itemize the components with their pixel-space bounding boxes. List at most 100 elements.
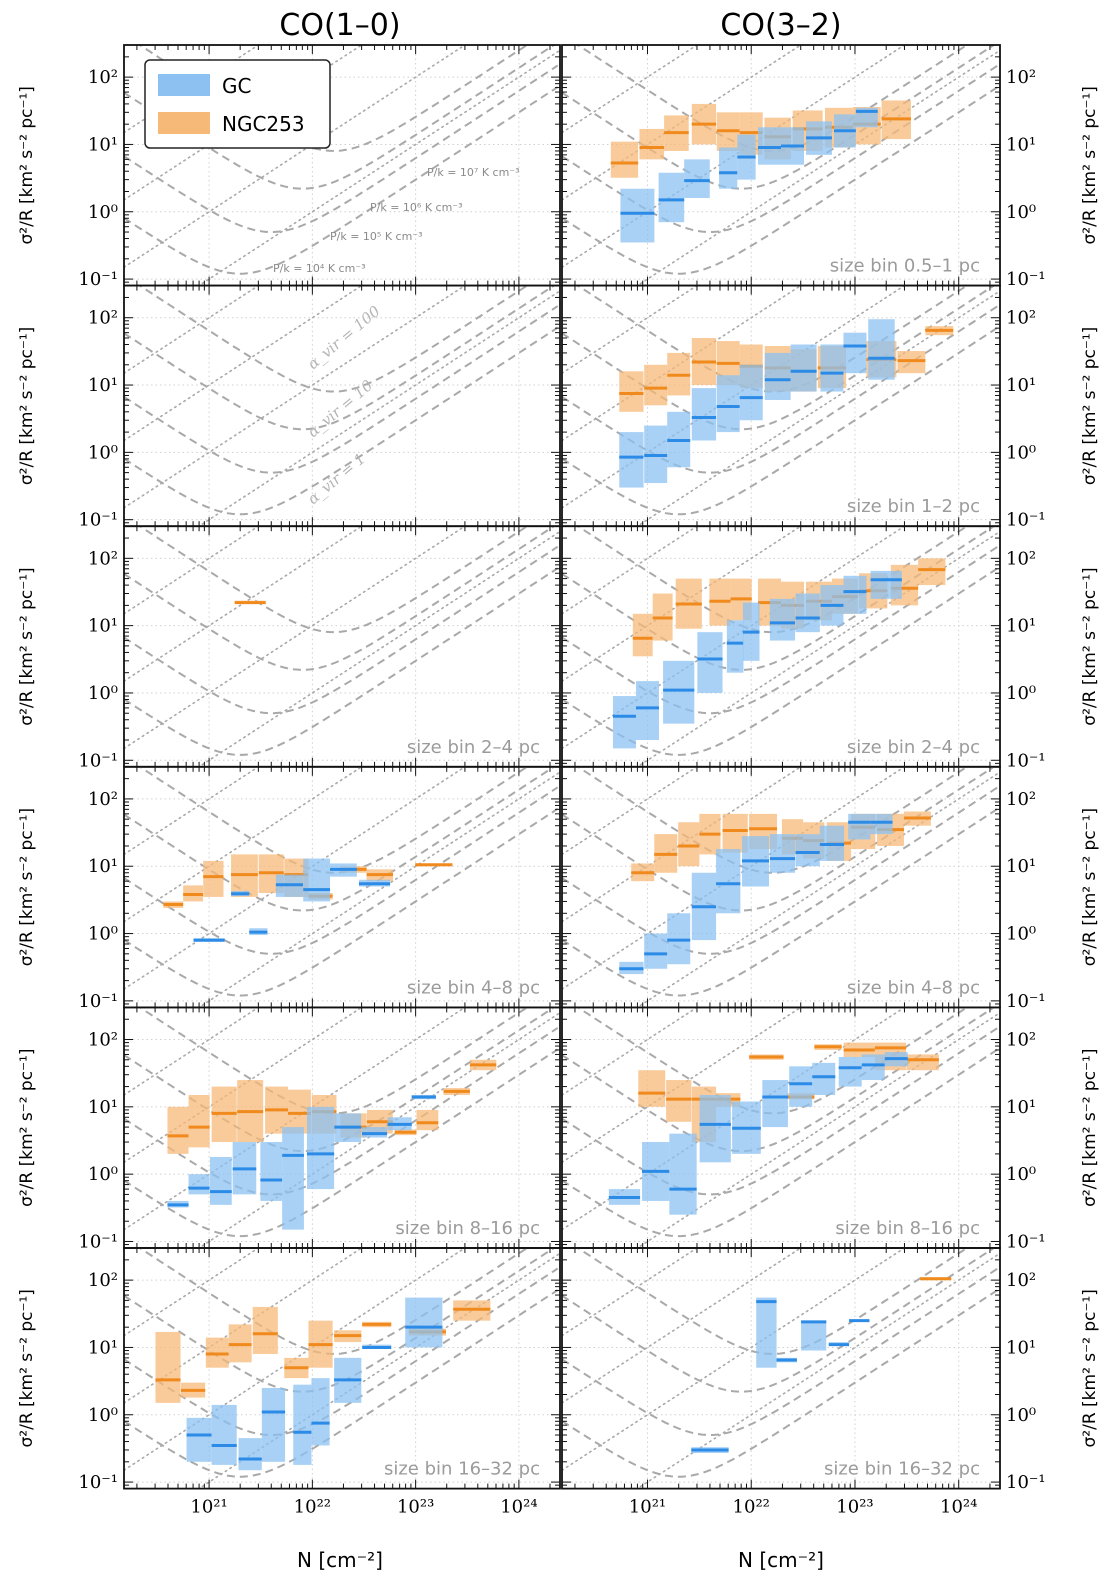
pressure-curve bbox=[137, 766, 529, 874]
y-axis-label: σ²/R [km² s⁻² pc⁻¹] bbox=[1080, 1048, 1100, 1206]
gc-range-box bbox=[209, 1156, 232, 1205]
y-axis-label: σ²/R [km² s⁻² pc⁻¹] bbox=[1080, 1289, 1100, 1447]
x-tick-label: 10²² bbox=[733, 1497, 770, 1518]
pressure-curve bbox=[124, 807, 559, 997]
size-bin-label: size bin 8–16 pc bbox=[835, 1218, 980, 1239]
ngc253-range-box bbox=[188, 1094, 210, 1148]
y-tick-label: 10² bbox=[88, 789, 118, 810]
y-axis-label: σ²/R [km² s⁻² pc⁻¹] bbox=[17, 327, 37, 485]
gc-range-box bbox=[620, 188, 655, 243]
virial-line bbox=[197, 530, 560, 767]
size-bin-label: size bin 8–16 pc bbox=[395, 1218, 540, 1239]
y-tick-label: 10⁻¹ bbox=[1006, 1472, 1046, 1493]
virial-line bbox=[197, 49, 560, 286]
gc-range-box bbox=[658, 172, 685, 223]
virial-line bbox=[124, 526, 467, 750]
pressure-curve bbox=[137, 285, 529, 393]
gc-range-box bbox=[644, 933, 668, 969]
x-tick-label: 10²² bbox=[294, 1497, 331, 1518]
pressure-curve bbox=[137, 45, 529, 152]
panel-r0-c1-plot-area bbox=[562, 45, 1000, 286]
pressure-curve bbox=[562, 1048, 999, 1238]
gc-range-box bbox=[612, 696, 636, 749]
y-tick-label: 10⁻¹ bbox=[78, 269, 118, 290]
y-tick-label: 10⁰ bbox=[1006, 924, 1036, 945]
gc-range-box bbox=[716, 375, 740, 433]
y-tick-label: 10² bbox=[1006, 1030, 1036, 1051]
gc-range-box bbox=[260, 1142, 283, 1201]
pressure-curve bbox=[137, 526, 529, 634]
gc-range-box bbox=[716, 849, 741, 914]
pressure-curve bbox=[137, 1007, 529, 1115]
x-tick-label: 10²³ bbox=[836, 1497, 873, 1518]
gc-range-box bbox=[719, 147, 738, 189]
y-axis-label: σ²/R [km² s⁻² pc⁻¹] bbox=[17, 567, 37, 725]
gc-range-box bbox=[789, 1066, 813, 1107]
y-tick-label: 10⁰ bbox=[88, 202, 118, 223]
gc-range-box bbox=[769, 598, 796, 641]
y-axis-label: σ²/R [km² s⁻² pc⁻¹] bbox=[17, 808, 37, 966]
gc-range-box bbox=[820, 344, 844, 392]
ngc253-range-box bbox=[632, 613, 653, 657]
pressure-curve bbox=[124, 567, 559, 756]
y-tick-label: 10⁻¹ bbox=[1006, 991, 1046, 1012]
ngc253-range-box bbox=[167, 1106, 189, 1154]
y-tick-label: 10⁰ bbox=[88, 442, 118, 463]
panel-r2-c0: 10⁻¹ 10⁰ 10¹ 10² σ²/R [km² s⁻² pc⁻¹] size bin… bbox=[17, 525, 561, 771]
y-tick-label: 10⁻¹ bbox=[78, 510, 118, 531]
y-tick-label: 10¹ bbox=[88, 1097, 118, 1118]
panel-r2-c1-plot-area bbox=[562, 526, 1000, 767]
y-tick-label: 10⁻¹ bbox=[78, 991, 118, 1012]
virial-line bbox=[197, 771, 560, 1008]
panel-r0-c0: 10⁻¹ 10⁰ 10¹ 10² σ²/R [km² s⁻² pc⁻¹] bbox=[17, 44, 561, 290]
y-tick-label: 10² bbox=[1006, 67, 1036, 88]
gc-range-box bbox=[669, 1133, 697, 1215]
gc-range-box bbox=[303, 858, 331, 902]
virial-line bbox=[635, 290, 1000, 527]
gc-range-box bbox=[663, 660, 695, 724]
gc-range-box bbox=[282, 1127, 304, 1230]
y-axis-label: σ²/R [km² s⁻² pc⁻¹] bbox=[17, 86, 37, 244]
gc-range-box bbox=[769, 834, 796, 873]
panel-r5-c1-plot-area bbox=[562, 1248, 1000, 1489]
ngc253-range-box bbox=[288, 1089, 311, 1134]
panel-r5-c0: 10⁻¹ 10⁰ 10¹ 10² σ²/R [km² s⁻² pc⁻¹] 10²¹ 10²²… bbox=[17, 1247, 561, 1518]
gc-range-box bbox=[870, 570, 902, 599]
alpha-annotations: α_vir = 100 α_vir = 10 α_vir = 1 bbox=[304, 302, 384, 508]
size-bin-label: size bin 2–4 pc bbox=[407, 737, 540, 758]
pressure-curve bbox=[562, 285, 996, 431]
virial-line bbox=[124, 766, 364, 923]
gc-range-box bbox=[293, 1384, 312, 1465]
y-tick-label: 10⁰ bbox=[1006, 1164, 1036, 1185]
y-tick-label: 10² bbox=[88, 1030, 118, 1051]
pressure-curve bbox=[124, 326, 559, 516]
pressure-label-1e4: P/k = 10⁴ K cm⁻³ bbox=[273, 262, 366, 275]
virial-line bbox=[635, 771, 1000, 1008]
y-tick-label: 10¹ bbox=[1006, 375, 1036, 396]
virial-line bbox=[124, 1248, 364, 1404]
panel-r4-c1-frame bbox=[561, 1006, 1001, 1249]
pressure-label-1e5: P/k = 10⁵ K cm⁻³ bbox=[330, 230, 423, 243]
y-tick-label: 10¹ bbox=[88, 1337, 118, 1358]
pressure-curve bbox=[124, 1289, 559, 1478]
panel-r2-c0-frame bbox=[123, 525, 561, 768]
panel-r5-c1: 10⁻¹ 10⁰ 10¹ 10² σ²/R [km² s⁻² pc⁻¹] 10²¹ 10²²… bbox=[561, 1247, 1100, 1518]
y-tick-label: 10⁰ bbox=[1006, 683, 1036, 704]
pressure-curve bbox=[562, 1248, 996, 1393]
x-tick-label: 10²¹ bbox=[629, 1497, 666, 1518]
gc-range-box bbox=[861, 1054, 885, 1081]
y-tick-label: 10⁻¹ bbox=[78, 750, 118, 771]
y-tick-label: 10⁻¹ bbox=[1006, 1231, 1046, 1252]
pressure-curve bbox=[562, 64, 999, 233]
gc-range-box bbox=[795, 593, 820, 633]
ngc253-range-box bbox=[619, 371, 644, 412]
pressure-label-1e7: P/k = 10⁷ K cm⁻³ bbox=[427, 166, 520, 179]
legend-label-ngc253: NGC253 bbox=[222, 112, 305, 136]
gc-range-box bbox=[870, 813, 893, 835]
pressure-curve bbox=[562, 1289, 999, 1478]
y-tick-label: 10⁰ bbox=[88, 683, 118, 704]
gc-range-box bbox=[868, 319, 895, 380]
pressure-curve bbox=[124, 305, 559, 474]
